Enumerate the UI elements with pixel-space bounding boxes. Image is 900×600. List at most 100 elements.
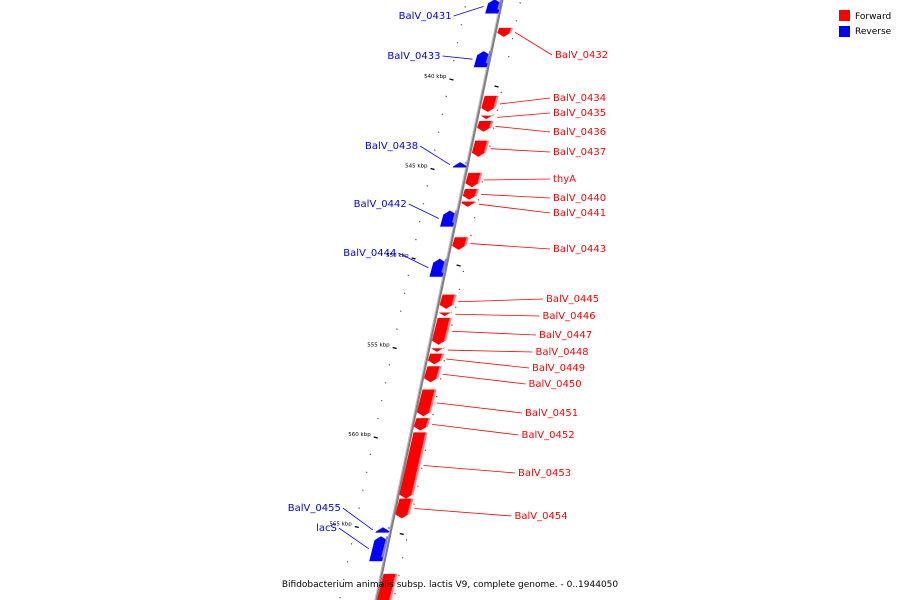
legend-forward-label: Forward xyxy=(855,12,891,22)
gene-label[interactable]: BalV_0448 xyxy=(536,347,589,358)
gene-label-leader xyxy=(447,349,533,353)
minor-tick xyxy=(511,37,514,40)
gene-label-leader xyxy=(453,6,484,17)
gene-arrow[interactable] xyxy=(477,120,493,132)
gene-label[interactable]: BalV_0449 xyxy=(532,363,585,374)
tick-label: 545 kbp xyxy=(405,164,428,170)
minor-tick xyxy=(401,556,404,559)
gene-label[interactable]: BalV_0440 xyxy=(553,193,606,204)
minor-tick xyxy=(458,288,461,291)
gene-label-leader xyxy=(483,178,551,181)
gene-arrow[interactable] xyxy=(440,210,457,227)
minor-tick xyxy=(432,413,434,416)
gene-arrow[interactable] xyxy=(452,162,467,168)
gene-label-leader xyxy=(497,112,551,118)
major-tick-mark xyxy=(392,346,397,350)
gene-shade xyxy=(509,27,514,34)
minor-tick xyxy=(441,113,444,116)
gene-shade xyxy=(436,365,442,379)
gene-arrow[interactable] xyxy=(438,312,452,317)
gene-arrow[interactable] xyxy=(471,140,489,157)
gene-arrow[interactable] xyxy=(432,317,451,345)
minor-tick xyxy=(460,23,463,26)
gene-arrow[interactable] xyxy=(461,201,476,207)
minor-tick xyxy=(403,292,406,295)
gene-label-leader xyxy=(480,193,551,199)
gene-label[interactable]: BalV_0442 xyxy=(354,199,407,210)
minor-tick xyxy=(346,560,349,563)
gene-arrow[interactable] xyxy=(485,0,502,14)
minor-tick xyxy=(399,310,402,313)
gene-arrow[interactable] xyxy=(481,95,498,113)
gene-shade xyxy=(439,353,445,361)
gene-shade xyxy=(411,432,428,495)
major-tick-mark xyxy=(399,532,404,536)
minor-tick xyxy=(488,145,491,147)
gene-label[interactable]: BalV_0453 xyxy=(518,468,571,479)
gene-arrow[interactable] xyxy=(479,115,494,120)
gene-label[interactable]: BalV_0443 xyxy=(553,244,606,255)
major-tick-mark xyxy=(430,167,435,171)
gene-label[interactable]: BalV_0431 xyxy=(399,11,452,22)
minor-tick xyxy=(339,596,341,599)
gene-label[interactable]: BalV_0444 xyxy=(343,248,396,259)
legend-reverse-swatch xyxy=(839,26,850,37)
minor-ticks xyxy=(339,2,521,599)
tick-label: 550 kbp xyxy=(386,253,409,259)
gene-features xyxy=(369,0,514,600)
gene-label[interactable]: BalV_0441 xyxy=(553,208,606,219)
gene-label[interactable]: BalV_0447 xyxy=(539,330,592,341)
minor-tick xyxy=(380,399,383,402)
gene-arrow[interactable] xyxy=(427,353,444,365)
gene-label[interactable]: BalV_0432 xyxy=(555,50,608,61)
gene-label[interactable]: BalV_0454 xyxy=(515,511,568,522)
minor-tick xyxy=(443,360,446,362)
gene-label[interactable]: BalV_0438 xyxy=(365,141,418,152)
gene-label[interactable]: BalV_0437 xyxy=(553,147,606,158)
gene-label[interactable]: BalV_0434 xyxy=(553,93,606,104)
gene-shade xyxy=(389,573,398,600)
gene-label[interactable]: BalV_0450 xyxy=(529,379,582,390)
gene-label[interactable]: BalV_0435 xyxy=(553,108,606,119)
gene-shade xyxy=(483,140,490,154)
gene-label[interactable]: BalV_0445 xyxy=(546,294,599,305)
minor-tick xyxy=(464,6,466,8)
gene-shade xyxy=(428,389,437,413)
gene-label[interactable]: BalV_0433 xyxy=(387,51,440,62)
minor-tick xyxy=(519,2,521,4)
minor-tick xyxy=(394,592,396,595)
gene-arrow[interactable] xyxy=(473,51,491,68)
gene-arrow[interactable] xyxy=(462,188,478,200)
gene-arrow[interactable] xyxy=(413,418,430,431)
gene-label[interactable]: lacS xyxy=(316,523,337,534)
minor-tick xyxy=(343,578,345,581)
backbone-highlight xyxy=(374,0,502,600)
gene-shade xyxy=(485,50,492,64)
gene-arrow[interactable] xyxy=(497,27,513,37)
minor-tick xyxy=(462,270,465,273)
genome-backbone xyxy=(374,0,504,600)
backbone-line xyxy=(374,0,504,600)
gene-label-leader xyxy=(436,402,523,414)
gene-label-leader xyxy=(442,55,473,60)
gene-arrow[interactable] xyxy=(424,366,441,383)
gene-arrow[interactable] xyxy=(416,389,436,417)
gene-label-leader xyxy=(514,32,553,56)
gene-arrow[interactable] xyxy=(465,172,482,188)
gene-arrow[interactable] xyxy=(375,527,390,533)
gene-label[interactable]: BalV_0446 xyxy=(543,311,596,322)
gene-shade xyxy=(452,210,458,223)
minor-tick xyxy=(470,234,472,237)
gene-arrow[interactable] xyxy=(452,237,468,250)
gene-label[interactable]: thyA xyxy=(553,174,576,185)
gene-label[interactable]: BalV_0452 xyxy=(522,430,575,441)
gene-label[interactable]: BalV_0436 xyxy=(553,127,606,138)
gene-label[interactable]: BalV_0451 xyxy=(525,408,578,419)
gene-arrow[interactable] xyxy=(439,294,456,309)
minor-tick xyxy=(452,59,455,62)
minor-tick xyxy=(365,471,368,474)
gene-arrow[interactable] xyxy=(399,432,427,499)
minor-tick xyxy=(420,467,423,470)
gene-arrow[interactable] xyxy=(430,347,445,352)
gene-label[interactable]: BalV_0455 xyxy=(288,503,341,514)
